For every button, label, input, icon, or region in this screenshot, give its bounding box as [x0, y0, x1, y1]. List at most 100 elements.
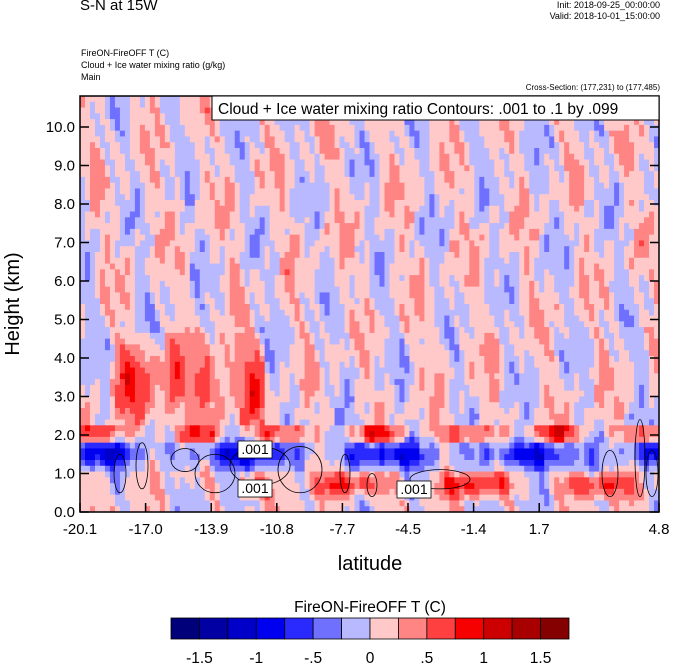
- field-cell: [199, 176, 206, 184]
- field-cell: [359, 292, 366, 299]
- field-cell: [144, 304, 151, 311]
- field-cell: [514, 321, 520, 328]
- field-cell: [544, 246, 550, 253]
- field-cell: [499, 124, 505, 132]
- field-cell: [299, 252, 306, 259]
- field-cell: [149, 304, 156, 311]
- field-cell: [234, 332, 241, 340]
- field-cell: [499, 240, 505, 247]
- field-cell: [514, 165, 520, 172]
- field-cell: [529, 246, 535, 253]
- field-cell: [649, 263, 655, 270]
- field-cell: [269, 257, 276, 265]
- field-cell: [329, 315, 336, 322]
- field-cell: [424, 321, 430, 328]
- field-cell: [574, 321, 580, 328]
- field-cell: [184, 286, 191, 294]
- field-cell: [139, 124, 146, 132]
- field-cell: [524, 142, 530, 149]
- field-cell: [554, 159, 560, 166]
- field-cell: [274, 211, 281, 218]
- field-cell: [454, 321, 460, 328]
- field-cell: [159, 292, 166, 299]
- field-cell: [249, 205, 256, 213]
- field-cell: [574, 205, 580, 213]
- field-cell: [584, 269, 590, 276]
- field-cell: [394, 142, 401, 149]
- field-cell: [99, 119, 106, 126]
- field-cell: [174, 200, 181, 207]
- field-cell: [439, 280, 445, 288]
- field-cell: [579, 200, 585, 207]
- field-cell: [234, 252, 241, 259]
- field-cell: [219, 153, 226, 161]
- field-cell: [99, 246, 106, 253]
- field-cell: [289, 205, 296, 213]
- field-cell: [389, 275, 396, 282]
- field-cell: [329, 188, 336, 195]
- field-cell: [239, 252, 246, 259]
- field-cell: [389, 332, 396, 340]
- field-cell: [169, 257, 176, 265]
- field-cell: [484, 234, 490, 242]
- field-cell: [619, 171, 625, 178]
- field-cell: [279, 148, 286, 155]
- field-cell: [474, 148, 480, 155]
- field-cell: [299, 200, 306, 207]
- field-cell: [544, 292, 550, 299]
- field-cell: [119, 171, 126, 178]
- field-cell: [574, 263, 580, 270]
- field-cell: [334, 228, 341, 236]
- field-cell: [514, 153, 520, 161]
- field-cell: [134, 309, 141, 317]
- field-cell: [129, 228, 136, 236]
- field-cell: [299, 240, 306, 247]
- field-cell: [364, 228, 371, 236]
- field-cell: [454, 142, 460, 149]
- field-cell: [129, 315, 136, 322]
- field-cell: [224, 228, 231, 236]
- field-cell: [464, 280, 470, 288]
- field-cell: [219, 205, 226, 213]
- field-cell: [374, 298, 381, 305]
- field-cell: [559, 321, 565, 328]
- field-cell: [189, 101, 196, 109]
- field-cell: [644, 182, 650, 190]
- field-cell: [329, 211, 336, 218]
- field-cell: [404, 298, 411, 305]
- field-cell: [119, 269, 126, 276]
- field-cell: [154, 321, 161, 328]
- field-cell: [94, 153, 101, 161]
- field-cell: [329, 159, 336, 166]
- field-cell: [489, 263, 495, 270]
- field-cell: [404, 309, 411, 317]
- field-cell: [624, 148, 630, 155]
- field-cell: [524, 205, 530, 213]
- field-cell: [634, 263, 640, 270]
- field-cell: [94, 217, 101, 224]
- field-cell: [634, 234, 640, 242]
- field-cell: [334, 309, 341, 317]
- field-cell: [259, 159, 266, 166]
- field-cell: [259, 286, 266, 294]
- field-cell: [189, 159, 196, 166]
- field-cell: [514, 338, 520, 346]
- field-cell: [224, 234, 231, 242]
- field-cell: [399, 119, 406, 126]
- field-cell: [184, 96, 191, 103]
- field-cell: [144, 194, 151, 201]
- field-cell: [149, 246, 156, 253]
- field-cell: [619, 304, 625, 311]
- field-cell: [169, 194, 176, 201]
- field-cell: [494, 292, 500, 299]
- field-cell: [84, 304, 91, 311]
- field-cell: [204, 327, 211, 334]
- field-cell: [574, 119, 580, 126]
- field-cell: [149, 298, 156, 305]
- field-cell: [534, 182, 540, 190]
- field-cell: [94, 309, 101, 317]
- field-cell: [124, 96, 131, 103]
- field-cell: [169, 321, 176, 328]
- field-cell: [474, 176, 480, 184]
